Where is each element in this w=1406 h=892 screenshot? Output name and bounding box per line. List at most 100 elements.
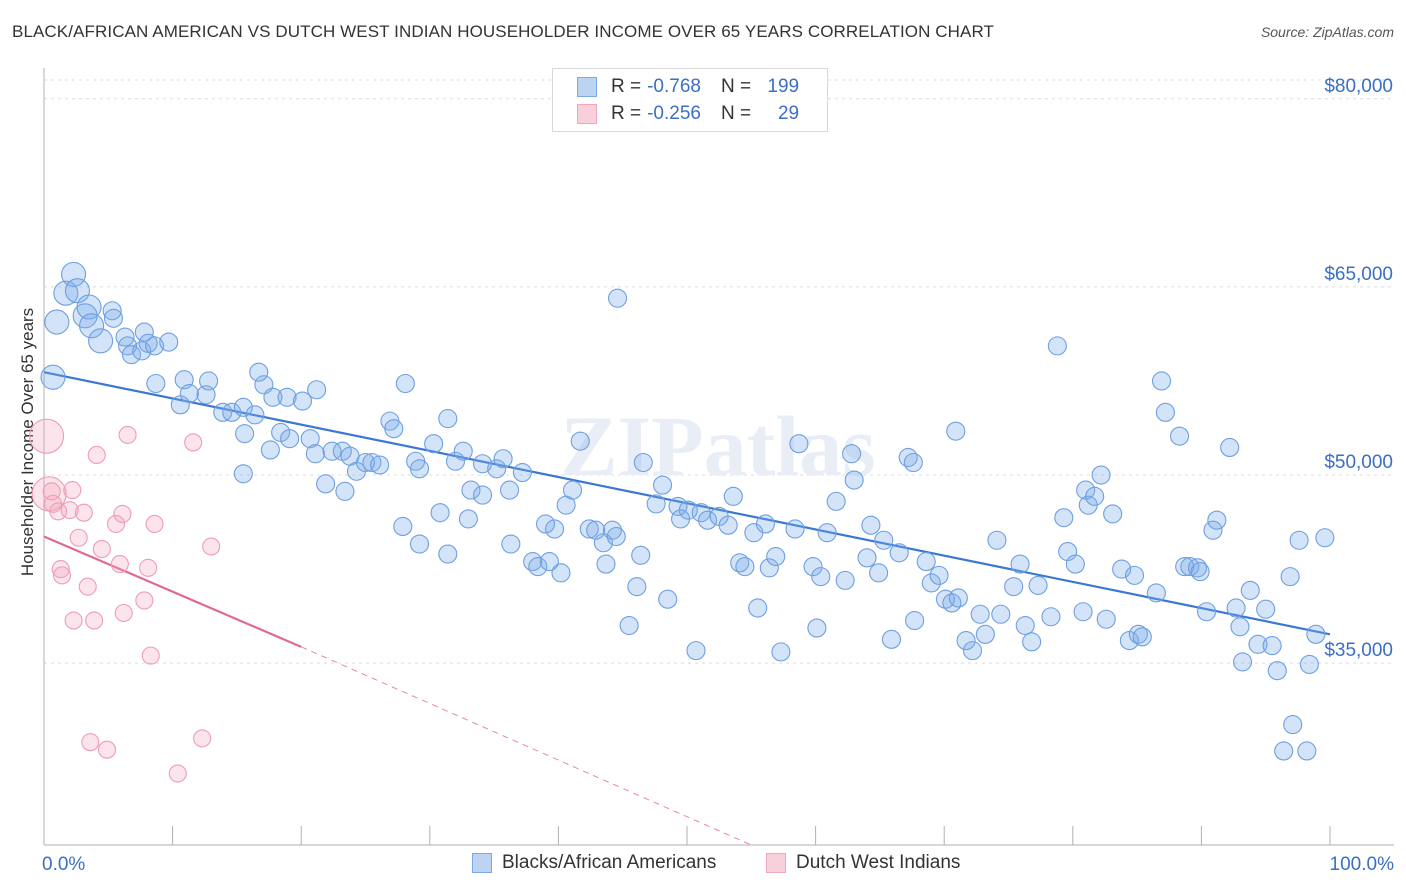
watermark: ZIPatlas [560,398,875,494]
legend-n-value: 199 [767,76,800,97]
data-point-blacks [146,373,166,394]
data-point-blacks [1151,371,1172,391]
data-point-blacks [472,454,493,474]
data-point-dutch [63,481,82,500]
data-point-blacks [646,494,666,514]
data-point-dutch [29,418,65,454]
data-point-dutch [64,611,83,630]
data-point-blacks [759,558,779,578]
y-tick-label: $65,000 [1324,264,1393,285]
data-point-blacks [322,441,342,461]
data-point-blacks [948,588,968,608]
data-point-blacks [1256,599,1276,619]
legend-swatch-blue [472,853,492,873]
legend-swatch-blue [577,77,597,97]
data-point-blacks [991,604,1011,624]
data-point-dutch [193,729,212,748]
data-point-blacks [1047,336,1067,356]
data-point-blacks [103,308,123,328]
data-point-blacks [975,624,995,644]
data-point-blacks [1132,627,1152,647]
data-point-blacks [698,510,718,530]
source-label: Source: ZipAtlas.com [1260,24,1394,40]
data-point-blacks [579,519,599,539]
data-point-blacks [1226,598,1246,618]
data-point-blacks [633,452,653,473]
data-point-blacks [723,486,743,506]
data-point-blacks [280,429,300,449]
data-point-blacks [658,589,678,609]
data-point-blacks [826,491,846,511]
data-point-blacks [1233,652,1253,672]
data-point-blacks [76,294,102,320]
trend-line-dutch [43,535,302,648]
data-point-blacks [1091,465,1111,485]
data-point-blacks [562,480,583,500]
data-point-dutch [74,503,93,522]
data-point-blacks [453,441,473,461]
data-point-dutch [184,433,203,452]
legend-r-label: R = [611,103,642,124]
data-point-blacks [619,615,639,636]
data-point-blacks [132,341,152,361]
data-point-blacks [501,534,521,554]
data-point-blacks [691,503,711,523]
data-point-dutch [118,425,137,444]
data-point-blacks [755,514,775,534]
legend-n-value: 29 [777,103,800,124]
legend-item-label: Blacks/African Americans [502,852,717,873]
data-point-blacks [889,543,909,563]
data-point-blacks [1124,565,1145,585]
data-point-blacks [355,452,376,473]
trend-extension-dutch [300,646,752,846]
data-point-blacks [1283,715,1303,735]
data-point-blacks [1015,615,1035,636]
data-point-dutch [51,560,70,579]
data-point-blacks [718,515,738,535]
data-point-blacks [1146,583,1166,603]
data-point-blacks [987,530,1007,550]
data-point-blacks [929,565,949,585]
data-point-blacks [730,553,750,573]
data-point-dutch [141,646,160,665]
data-point-blacks [1010,554,1030,574]
data-point-blacks [946,421,966,441]
y-tick-label: $80,000 [1324,76,1393,97]
data-point-blacks [608,288,628,308]
correlation-legend: R = -0.768 N = 199 R = -0.256 N = 29 [552,68,828,132]
data-point-blacks [487,459,507,479]
data-point-blacks [384,419,404,439]
data-point-blacks [1022,632,1042,652]
data-point-blacks [874,530,894,550]
data-point-dutch [97,740,117,759]
data-point-blacks [1220,437,1240,458]
data-point-blacks [472,485,493,505]
data-point-blacks [1306,624,1326,644]
data-point-blacks [1041,607,1061,627]
legend-r-value: -0.256 [647,103,701,124]
data-point-dutch [202,537,221,556]
data-point-blacks [570,431,590,451]
data-point-dutch [110,555,129,574]
legend-r-value: -0.768 [647,76,701,97]
data-point-blacks [903,452,923,473]
data-point-blacks [245,405,265,425]
data-point-dutch [52,566,72,585]
data-point-blacks [1073,602,1093,622]
data-point-blacks [735,557,755,577]
data-point-dutch [113,504,132,523]
x-tick-label: 0.0% [42,854,85,875]
data-point-dutch [49,502,68,521]
data-point-blacks [1297,741,1317,761]
data-point-blacks [44,309,70,335]
data-point-blacks [627,577,647,597]
data-point-blacks [61,261,87,287]
data-point-blacks [1299,654,1319,674]
data-point-blacks [88,328,114,354]
data-point-dutch [78,577,97,596]
y-tick-labels: $35,000 $50,000 $65,000 $80,000 [1324,76,1393,661]
data-point-blacks [811,567,831,587]
data-point-blacks [430,503,450,523]
legend-r-label: R = [611,76,642,97]
data-point-blacks [233,464,253,484]
